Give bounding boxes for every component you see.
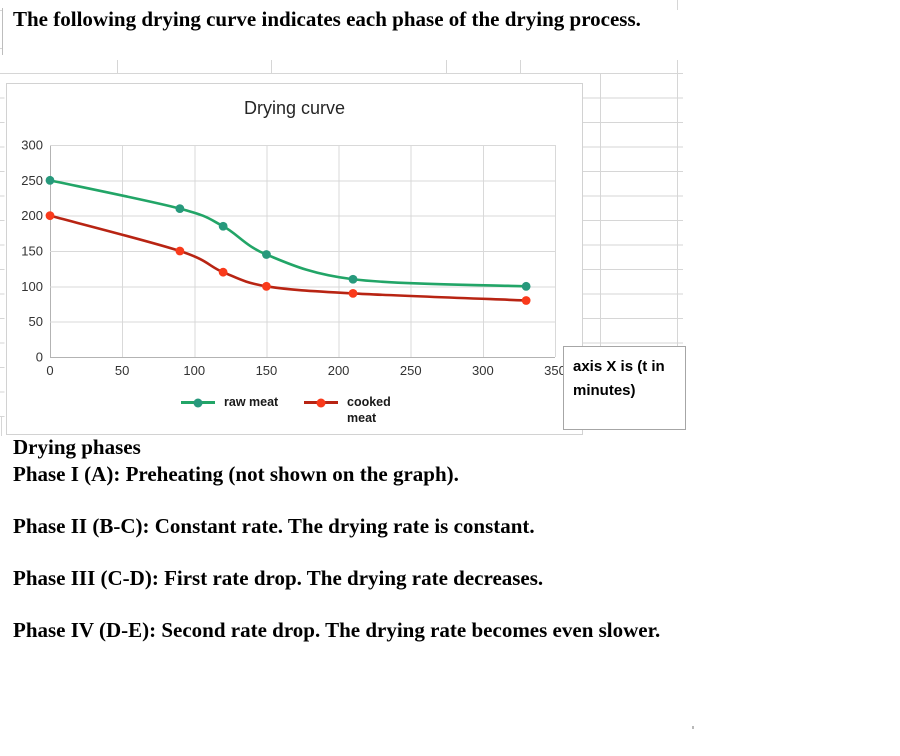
drying-curve-plot: 0 50 100 150 200 250 300 350 0 50 100 150 200 250 300 (21, 138, 566, 379)
legend-item-cooked-meat: cooked meat (304, 394, 403, 426)
svg-text:250: 250 (400, 363, 422, 378)
chart-container[interactable]: 0 50 100 150 200 250 300 350 0 50 100 150 200 250 300 … (6, 83, 583, 435)
legend-item-raw-meat: raw meat (181, 394, 280, 426)
svg-text:50: 50 (115, 363, 129, 378)
svg-text:350: 350 (544, 363, 566, 378)
svg-text:100: 100 (183, 363, 205, 378)
svg-text:150: 150 (256, 363, 278, 378)
raw-meat-legend-marker-icon (181, 401, 215, 404)
phases-text-block: Drying phases Phase I (A): Preheating (n… (13, 434, 833, 644)
chart-title: Drying curve (243, 98, 346, 118)
phases-heading: Drying phases (13, 435, 141, 459)
svg-text:0: 0 (46, 363, 53, 378)
legend-label-cooked-meat: cooked meat (347, 395, 391, 425)
svg-text:300: 300 (21, 138, 43, 153)
axis-note-box[interactable]: axis X is (t in minutes) (563, 346, 686, 430)
problem-statement: The following drying curve indicates eac… (13, 7, 641, 31)
svg-text:200: 200 (21, 208, 43, 223)
chart-legend: raw meat cooked meat (181, 394, 403, 426)
svg-text:200: 200 (328, 363, 350, 378)
phase-2-line: Phase II (B-C): Constant rate. The dryin… (13, 514, 535, 538)
svg-text:300: 300 (472, 363, 494, 378)
svg-text:50: 50 (29, 314, 43, 329)
phase-4-line: Phase IV (D-E): Second rate drop. The dr… (13, 618, 661, 642)
cooked-meat-legend-marker-icon (304, 401, 338, 404)
stray-cell-mark (692, 726, 694, 729)
legend-label-raw-meat: raw meat (224, 395, 279, 409)
svg-text:150: 150 (21, 244, 43, 259)
phase-3-line: Phase III (C-D): First rate drop. The dr… (13, 566, 544, 590)
svg-text:0: 0 (36, 350, 43, 365)
svg-text:250: 250 (21, 173, 43, 188)
svg-text:100: 100 (21, 279, 43, 294)
phase-1-line: Phase I (A): Preheating (not shown on th… (13, 462, 459, 486)
